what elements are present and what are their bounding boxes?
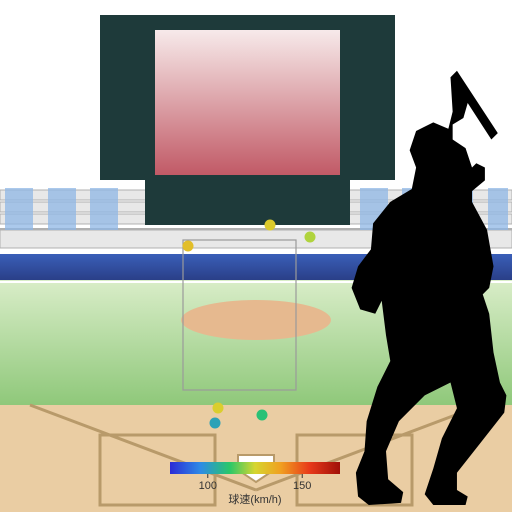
stand-glass <box>488 188 508 230</box>
stand-glass <box>5 188 33 230</box>
pitchers-mound <box>181 300 331 340</box>
scoreboard-screen <box>155 30 340 175</box>
stand-glass <box>48 188 76 230</box>
pitch-marker <box>257 410 268 421</box>
pitch-marker <box>265 220 276 231</box>
stand-glass <box>90 188 118 230</box>
legend-tick-label: 150 <box>293 480 311 492</box>
legend-label: 球速(km/h) <box>228 492 281 506</box>
pitch-marker <box>213 403 224 414</box>
pitch-marker <box>183 241 194 252</box>
pitch-marker <box>305 232 316 243</box>
pitch-marker <box>210 418 221 429</box>
legend-tick-label: 100 <box>199 480 217 492</box>
legend-bar <box>170 462 340 474</box>
